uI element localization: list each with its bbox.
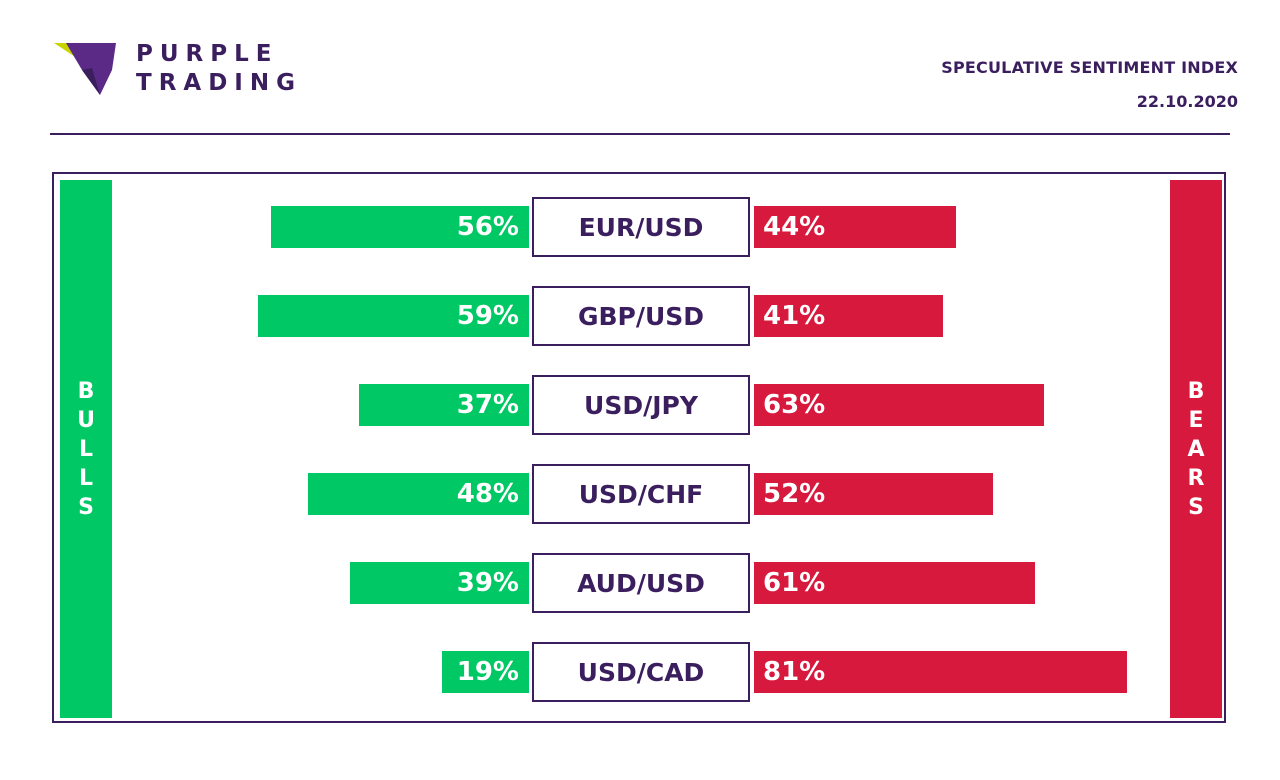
sentiment-row: 48% USD/CHF 52% <box>0 464 1280 524</box>
header-divider <box>50 133 1230 135</box>
currency-pair-label: AUD/USD <box>532 553 750 613</box>
bears-bar: 44% <box>754 206 957 248</box>
currency-pair-label: GBP/USD <box>532 286 750 346</box>
bulls-label-letter: S <box>78 494 94 520</box>
bears-label-letter: E <box>1188 407 1204 433</box>
bulls-bar: 56% <box>271 206 529 248</box>
bulls-label-letter: B <box>77 378 95 404</box>
currency-pair-label: USD/CAD <box>532 642 750 702</box>
report-date: 22.10.2020 <box>1136 92 1238 111</box>
sentiment-row: 59% GBP/USD 41% <box>0 286 1280 346</box>
bears-bar: 61% <box>754 562 1035 604</box>
brand-logo: PURPLE TRADING <box>52 40 322 100</box>
sentiment-row: 19% USD/CAD 81% <box>0 642 1280 702</box>
bears-bar: 41% <box>754 295 943 337</box>
report-title: SPECULATIVE SENTIMENT INDEX <box>941 58 1238 77</box>
bears-bar: 52% <box>754 473 994 515</box>
bulls-bar: 37% <box>358 384 529 426</box>
bulls-label-letter: L <box>78 465 94 491</box>
bulls-bar: 19% <box>441 651 529 693</box>
bears-label-letter: S <box>1188 494 1204 520</box>
report-header: SPECULATIVE SENTIMENT INDEX 22.10.2020 <box>941 58 1238 111</box>
sentiment-row: 39% AUD/USD 61% <box>0 553 1280 613</box>
bulls-bar: 48% <box>308 473 529 515</box>
bears-label-letter: A <box>1187 436 1205 462</box>
sentiment-row: 37% USD/JPY 63% <box>0 375 1280 435</box>
brand-line-1: PURPLE <box>136 41 279 67</box>
bears-label-letter: B <box>1187 378 1205 404</box>
brand-line-2: TRADING <box>136 70 302 96</box>
currency-pair-label: EUR/USD <box>532 197 750 257</box>
chart-frame <box>52 172 1226 723</box>
bears-label-letter: R <box>1187 465 1205 491</box>
bulls-bar: 59% <box>257 295 529 337</box>
purple-trading-logo-icon <box>54 43 116 95</box>
currency-pair-label: USD/CHF <box>532 464 750 524</box>
bears-bar: 81% <box>754 651 1127 693</box>
bulls-label-letter: L <box>78 436 94 462</box>
bulls-label-letter: U <box>77 407 95 433</box>
bears-bar: 63% <box>754 384 1044 426</box>
bulls-bar: 39% <box>349 562 529 604</box>
currency-pair-label: USD/JPY <box>532 375 750 435</box>
brand-name: PURPLE TRADING <box>136 40 302 98</box>
sentiment-row: 56% EUR/USD 44% <box>0 197 1280 257</box>
